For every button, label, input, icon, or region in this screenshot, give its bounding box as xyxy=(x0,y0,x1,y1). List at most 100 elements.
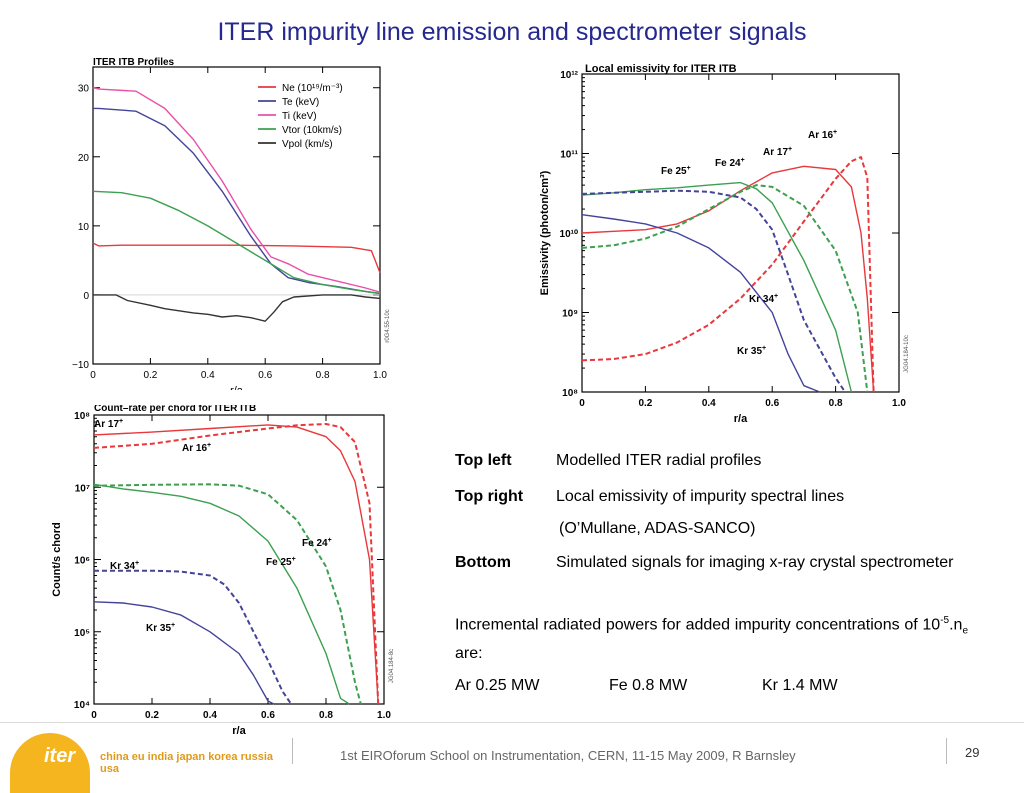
countrate-y-tick-label: 10⁷ xyxy=(75,483,90,494)
profiles-chart: 0 0.2 0.4 0.6 0.8 1.0 −10 0 10 20 30 ITER ITB Profi… xyxy=(55,55,400,390)
profiles-series-vpol-km-s- xyxy=(93,294,381,322)
slide-title: ITER impurity line emission and spectrom… xyxy=(217,18,807,46)
emissivity-chart-svg: 0 0.2 0.4 0.6 0.8 1.0 10⁸ 10⁹ 10¹⁰ 10¹¹ 10¹² Local … xyxy=(539,63,910,425)
countrate-x-tick-label: 0.2 xyxy=(145,710,159,721)
profiles-side-tag: r0G4.55-10c xyxy=(385,309,391,342)
profiles-series-ti-kev- xyxy=(92,87,381,293)
emissivity-x-tick-label: 0.8 xyxy=(829,398,843,409)
countrate-series-kr-34- xyxy=(94,569,293,705)
page-number: 29 xyxy=(965,745,980,760)
countrate-label-kr-34-: Kr 34+ xyxy=(110,560,139,572)
countrate-y-tick-label: 10⁵ xyxy=(74,628,90,639)
top-left-label: Top left xyxy=(455,452,512,469)
emissivity-plot-frame xyxy=(581,73,900,393)
countrate-series-fe-24- xyxy=(93,483,362,705)
profiles-legend-label: Vtor (10km/s) xyxy=(282,125,342,136)
emissivity-label-fe-25-: Fe 25+ xyxy=(661,165,691,177)
top-right-text: Local emissivity of impurity spectral li… xyxy=(556,488,845,505)
incremental-sup: -5 xyxy=(940,615,950,626)
bottom-row: Bottom Simulated signals for imaging x-r… xyxy=(455,552,968,598)
countrate-chart-svg: 0 0.2 0.4 0.6 0.8 1.0 10⁴ 10⁵ 10⁶ 10⁷ 10⁸ Count–rat… xyxy=(51,405,395,737)
incremental-mid: .n xyxy=(949,616,963,634)
profiles-x-axis-label: r/a xyxy=(230,385,244,390)
emissivity-title: Local emissivity for ITER ITB xyxy=(585,63,737,75)
emissivity-y-tick-label: 10¹¹ xyxy=(560,150,578,161)
power-values: Ar 0.25 MW Fe 0.8 MW Kr 1.4 MW xyxy=(455,675,968,697)
emissivity-label-kr-34-: Kr 34+ xyxy=(749,293,778,305)
logo-countries: china eu india japan korea russia usa xyxy=(100,751,274,775)
profiles-x-tick-label: 0.2 xyxy=(143,370,157,381)
profiles-x-tick-label: 0 xyxy=(90,370,96,381)
countrate-series-fe-25- xyxy=(93,483,350,705)
emissivity-series-ar-16- xyxy=(581,156,875,393)
power-fe: Fe 0.8 MW xyxy=(609,676,688,694)
emissivity-y-tick-label: 10⁸ xyxy=(562,388,578,399)
countrate-chart: 0 0.2 0.4 0.6 0.8 1.0 10⁴ 10⁵ 10⁶ 10⁷ 10⁸ Count–rat… xyxy=(50,405,405,745)
top-right-label: Top right xyxy=(455,488,524,505)
emissivity-y-tick-label: 10¹⁰ xyxy=(560,229,578,240)
emissivity-x-axis-label: r/a xyxy=(734,413,748,425)
profiles-series-ne-10-m- xyxy=(92,242,381,274)
emissivity-series-kr-34- xyxy=(581,189,846,393)
emissivity-label-ar-17-: Ar 17+ xyxy=(763,146,792,158)
countrate-title: Count–rate per chord for ITER ITB xyxy=(94,405,256,414)
profiles-title: ITER ITB Profiles xyxy=(93,57,175,68)
countrate-series-kr-35- xyxy=(93,601,275,705)
countrate-label-fe-24-: Fe 24+ xyxy=(302,537,332,549)
profiles-legend-label: Vpol (km/s) xyxy=(282,139,333,150)
countrate-x-axis-label: r/a xyxy=(232,725,246,737)
countrate-label-kr-35-: Kr 35+ xyxy=(146,622,175,634)
emissivity-y-axis-label: Emissivity (photon/cm³) xyxy=(539,170,551,295)
profiles-y-tick-label: 10 xyxy=(78,222,90,233)
countrate-side-tag: JG04.184-8c xyxy=(389,649,395,683)
description-block: Top left Modelled ITER radial profiles T… xyxy=(455,450,968,697)
countrate-series-ar-17- xyxy=(93,424,379,705)
profiles-y-tick-label: 30 xyxy=(78,84,90,95)
incremental-power-text: Incremental radiated powers for added im… xyxy=(455,610,968,665)
countrate-series-ar-16- xyxy=(93,423,380,705)
footer-separator-left xyxy=(292,738,293,764)
profiles-legend-label: Te (keV) xyxy=(282,97,319,108)
profiles-legend-label: Ti (keV) xyxy=(282,111,317,122)
countrate-label-ar-17-: Ar 17+ xyxy=(94,418,123,430)
profiles-series-te-kev- xyxy=(93,107,381,295)
top-left-row: Top left Modelled ITER radial profiles xyxy=(455,450,968,474)
top-left-text: Modelled ITER radial profiles xyxy=(556,452,762,469)
emissivity-x-tick-label: 0.6 xyxy=(765,398,779,409)
incremental-prefix: Incremental radiated powers for added im… xyxy=(455,616,941,634)
incremental-suffix: are: xyxy=(455,644,483,662)
profiles-series-vtor-10km-s- xyxy=(92,190,381,295)
profiles-y-tick-label: 20 xyxy=(78,153,90,164)
emissivity-series-fe-25- xyxy=(581,181,853,393)
profiles-x-tick-label: 0.4 xyxy=(201,370,215,381)
bottom-label: Bottom xyxy=(455,554,511,571)
countrate-y-tick-label: 10⁴ xyxy=(74,700,90,711)
emissivity-series-kr-35- xyxy=(581,214,821,393)
countrate-x-tick-label: 0.8 xyxy=(319,710,333,721)
top-right-credit: (O’Mullane, ADAS-SANCO) xyxy=(559,520,756,537)
emissivity-label-fe-24-: Fe 24+ xyxy=(715,157,745,169)
emissivity-x-tick-label: 0 xyxy=(579,398,585,409)
emissivity-side-tag: JG04.184-10c xyxy=(904,335,910,373)
profiles-x-tick-label: 0.8 xyxy=(316,370,330,381)
footer-text: 1st EIROforum School on Instrumentation,… xyxy=(340,748,796,763)
countrate-y-tick-label: 10⁸ xyxy=(74,411,90,422)
emissivity-x-tick-label: 0.2 xyxy=(638,398,652,409)
profiles-x-tick-label: 1.0 xyxy=(373,370,387,381)
bottom-text: Simulated signals for imaging x-ray crys… xyxy=(556,554,954,571)
profiles-x-tick-label: 0.6 xyxy=(258,370,272,381)
profiles-plot-frame xyxy=(92,66,381,365)
emissivity-chart: 0 0.2 0.4 0.6 0.8 1.0 10⁸ 10⁹ 10¹⁰ 10¹¹ 10¹² Local … xyxy=(525,62,925,432)
countrate-x-tick-label: 1.0 xyxy=(377,710,391,721)
emissivity-series-fe-24- xyxy=(581,184,869,393)
footer-separator-right xyxy=(946,738,947,764)
emissivity-x-tick-label: 0.4 xyxy=(702,398,716,409)
emissivity-x-tick-label: 1.0 xyxy=(892,398,906,409)
countrate-label-fe-25-: Fe 25+ xyxy=(266,556,296,568)
power-kr: Kr 1.4 MW xyxy=(762,676,838,694)
countrate-x-tick-label: 0.6 xyxy=(261,710,275,721)
countrate-label-ar-16-: Ar 16+ xyxy=(182,442,211,454)
footer-divider xyxy=(0,722,1024,723)
emissivity-label-ar-16-: Ar 16+ xyxy=(808,129,837,141)
countrate-y-tick-label: 10⁶ xyxy=(74,556,90,567)
